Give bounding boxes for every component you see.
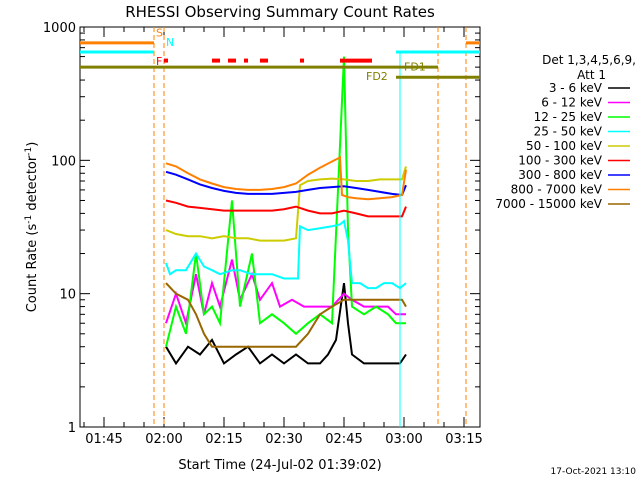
x-tick-label: 02:45 — [325, 432, 362, 447]
y-tick-label: 1 — [68, 421, 76, 436]
legend-header-line-1: Det 1,3,4,5,6,9, — [542, 53, 636, 67]
chart-title: RHESSI Observing Summary Count Rates — [125, 3, 435, 21]
series-line-3 — [165, 219, 407, 290]
x-tick-label: 01:45 — [85, 432, 122, 447]
y-axis-label-mid: detector — [25, 155, 40, 215]
x-tick-label: 02:30 — [265, 432, 302, 447]
s-label: S — [156, 26, 163, 39]
legend-label-0: 3 - 6 keV — [549, 81, 603, 95]
series-line-6 — [165, 170, 407, 197]
x-tick-label: 02:15 — [205, 432, 242, 447]
legend-header-line-2: Att 1 — [577, 68, 606, 82]
series-line-1 — [165, 259, 406, 328]
y-axis-label: Count Rate (s-1 detector-1) — [24, 142, 40, 313]
legend-label-5: 100 - 300 keV — [518, 154, 602, 168]
plot-area: SNF FD1 FD2 — [79, 26, 481, 428]
fd2-label: FD2 — [366, 70, 388, 83]
y-axis-tick-labels: 1 10 100 1000 — [43, 21, 76, 436]
legend-label-4: 50 - 100 keV — [526, 139, 603, 153]
fd1-label: FD1 — [404, 61, 426, 74]
footer-date-proxy: 17-Oct-2021 13:10 — [551, 467, 637, 477]
y-tick-label: 1000 — [43, 21, 76, 36]
x-tick-label: 03:00 — [385, 432, 422, 447]
legend-label-7: 800 - 7000 keV — [511, 183, 603, 197]
x-tick-label: 03:15 — [445, 432, 482, 447]
f-label: F — [156, 55, 162, 68]
series-line-2 — [165, 56, 406, 347]
plot-frame — [79, 26, 481, 428]
y-tick-label: 100 — [51, 154, 76, 169]
legend-label-1: 6 - 12 keV — [541, 96, 603, 110]
series-line-8 — [165, 282, 407, 348]
x-axis-label: Start Time (24-Jul-02 01:39:02) — [178, 458, 381, 473]
series-line-5 — [165, 199, 407, 218]
overlay-layer: SNF FD1 FD2 — [80, 26, 480, 427]
series-layer — [165, 56, 407, 366]
axis-ticks — [80, 26, 480, 428]
legend-label-3: 25 - 50 keV — [534, 125, 603, 139]
n-label: N — [166, 36, 174, 49]
legend-label-2: 12 - 25 keV — [534, 110, 603, 124]
y-axis-label-main: Count Rate (s — [25, 224, 40, 313]
legend-label-8: 7000 - 15000 keV — [495, 197, 602, 211]
y-axis-label-end: ) — [25, 142, 40, 147]
series-line-4 — [165, 166, 407, 242]
y-tick-label: 10 — [59, 288, 76, 303]
y-axis-label-sup1: -1 — [24, 215, 34, 224]
series-line-7 — [165, 155, 407, 201]
x-axis-tick-labels: 01:45 02:00 02:15 02:30 02:45 03:00 03:15 — [85, 432, 482, 447]
x-tick-label: 02:00 — [145, 432, 182, 447]
legend-label-6: 300 - 800 keV — [518, 168, 602, 182]
y-axis-label-sup2: -1 — [24, 147, 34, 156]
